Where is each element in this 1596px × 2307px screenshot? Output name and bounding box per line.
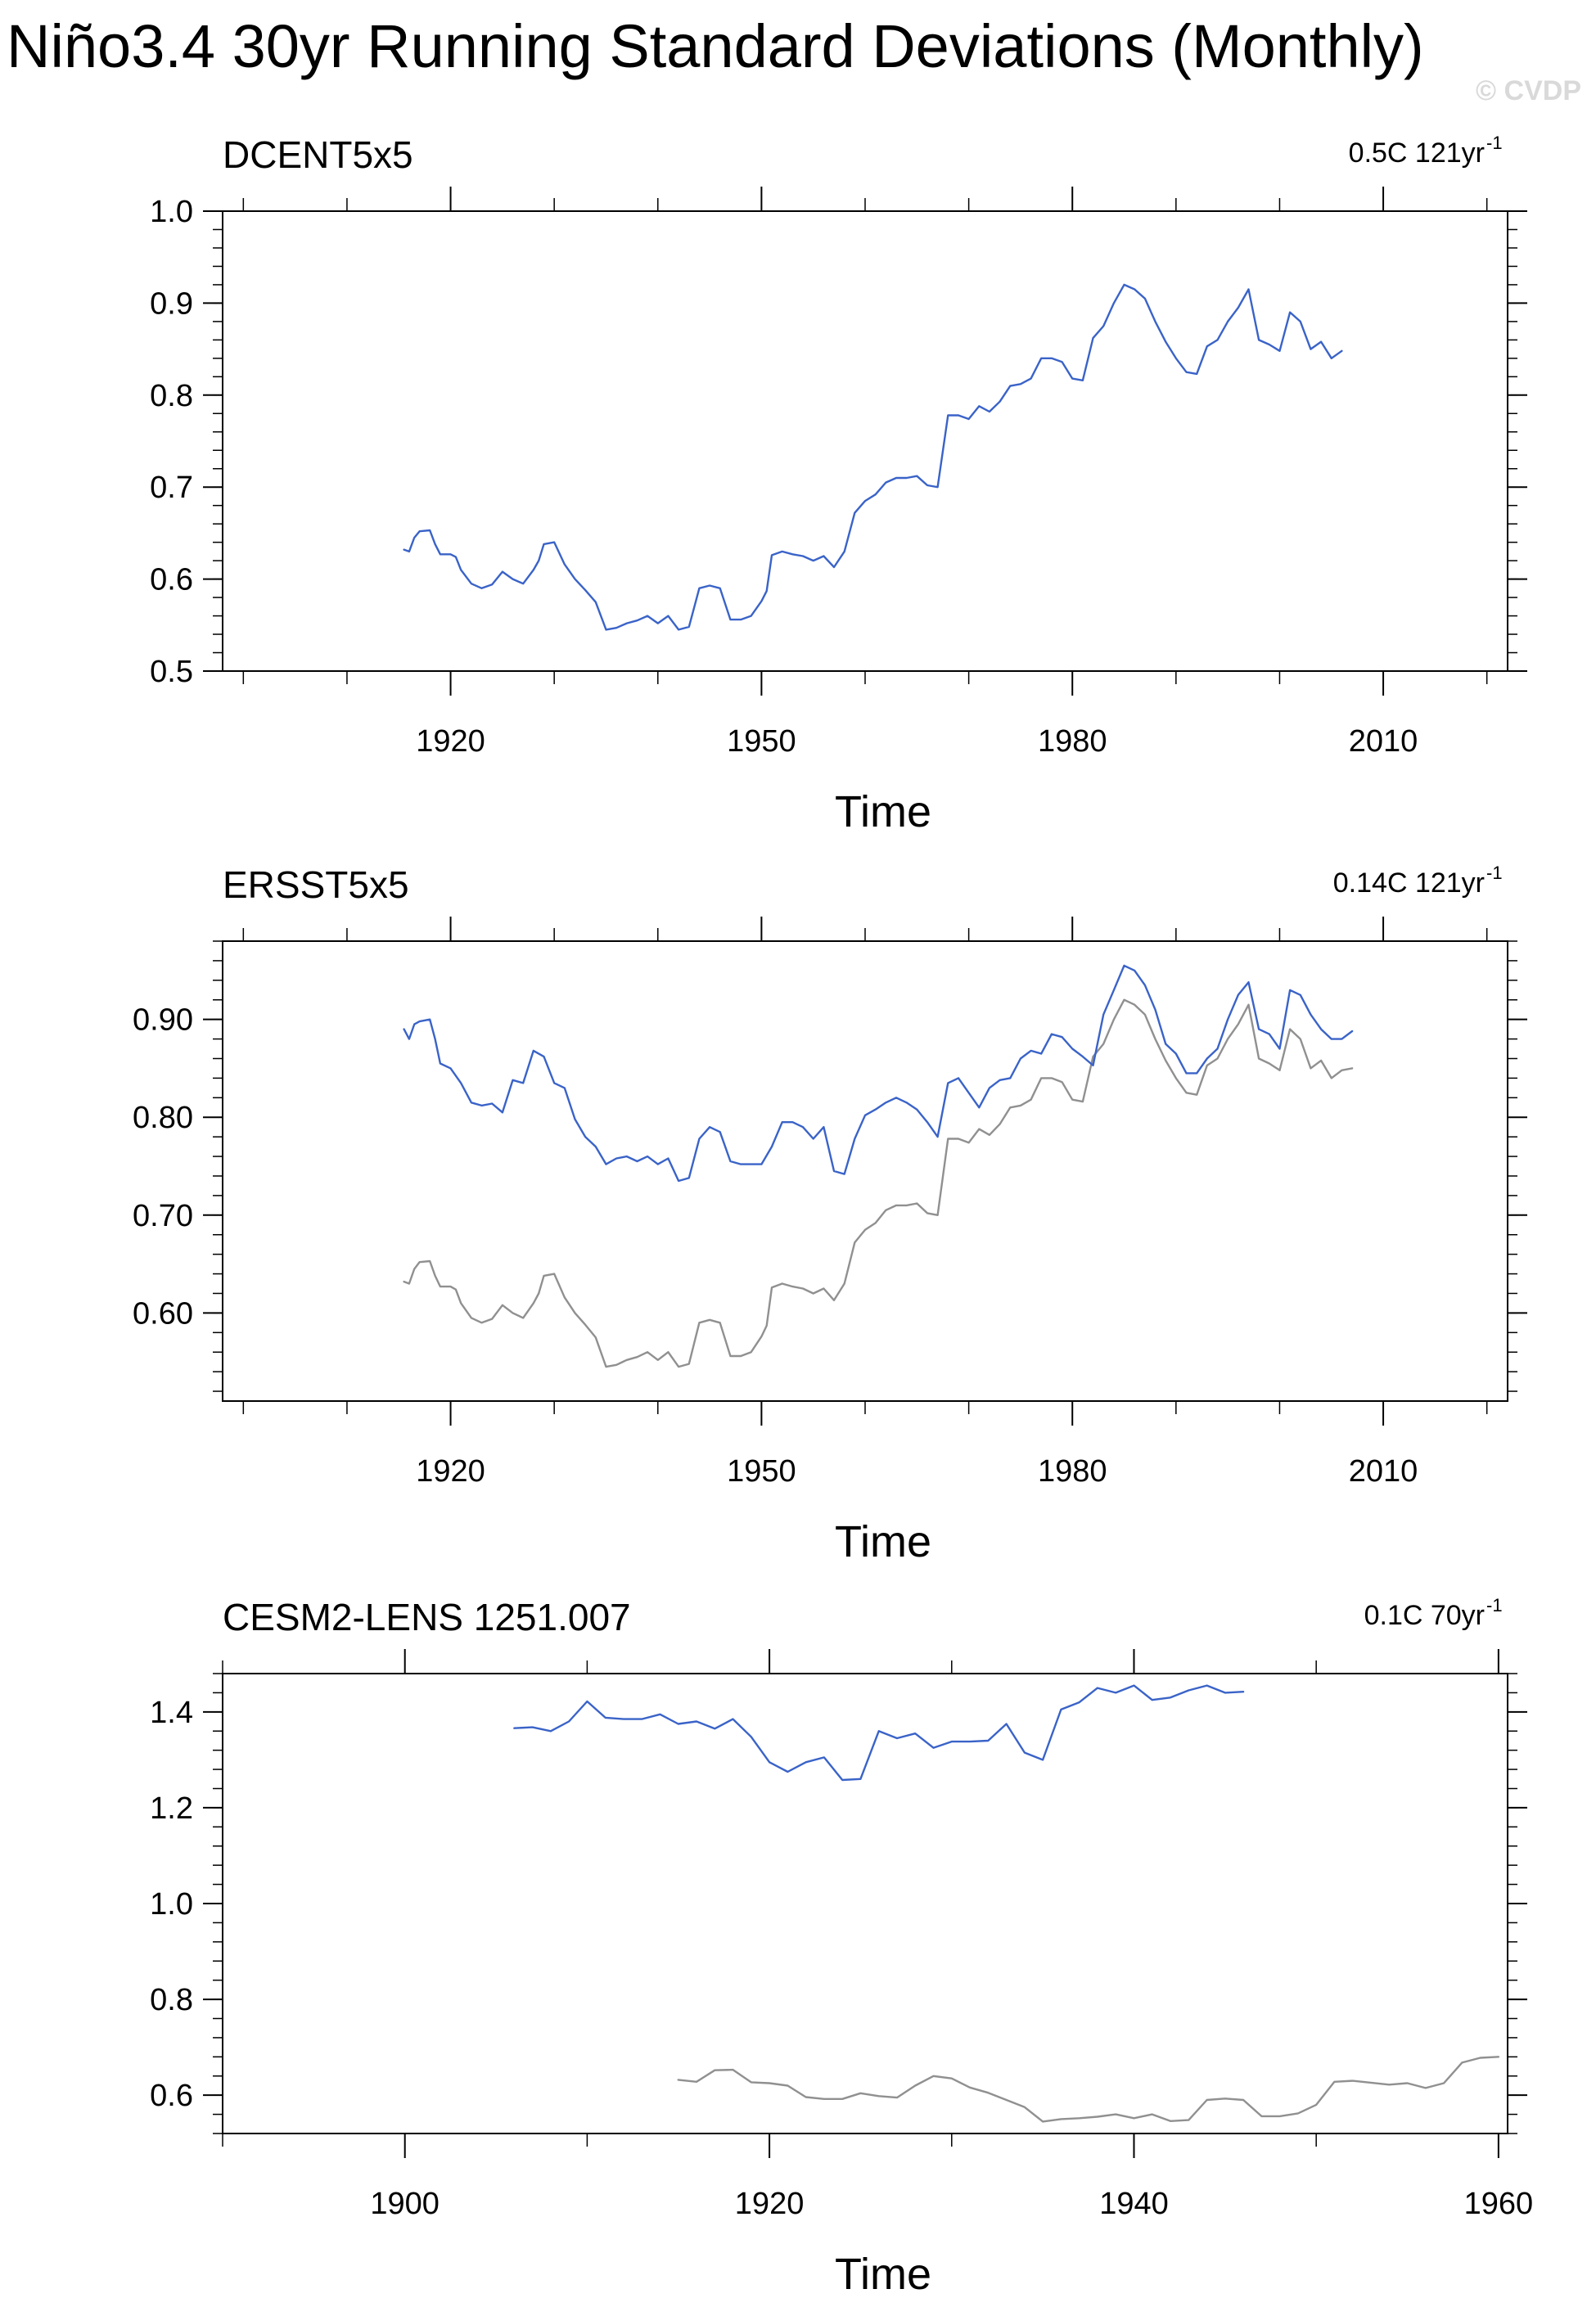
x-axis-title: Time <box>835 787 931 836</box>
series-line-primary <box>403 283 1343 631</box>
figure-title: Niño3.4 30yr Running Standard Deviations… <box>7 12 1424 80</box>
plot-frame <box>222 210 1508 672</box>
y-tick-label: 0.9 <box>150 286 193 321</box>
x-tick-label: 1950 <box>727 724 796 759</box>
y-tick-label: 0.7 <box>150 471 193 505</box>
panel-annotation: 0.5C 121yr <box>1349 137 1485 169</box>
y-tick-label: 0.6 <box>150 563 193 597</box>
x-tick-label: 1920 <box>416 724 485 759</box>
panel-title: DCENT5x5 <box>223 133 413 176</box>
x-tick-label: 1980 <box>1038 724 1107 759</box>
panel-annotation-superscript: -1 <box>1486 133 1503 153</box>
y-tick-label: 0.5 <box>150 655 193 689</box>
y-tick-label: 0.8 <box>150 379 193 413</box>
cvdp-watermark: © CVDP <box>1476 75 1581 106</box>
x-tick-label: 2010 <box>1349 724 1418 759</box>
y-tick-label: 1.0 <box>150 195 193 229</box>
